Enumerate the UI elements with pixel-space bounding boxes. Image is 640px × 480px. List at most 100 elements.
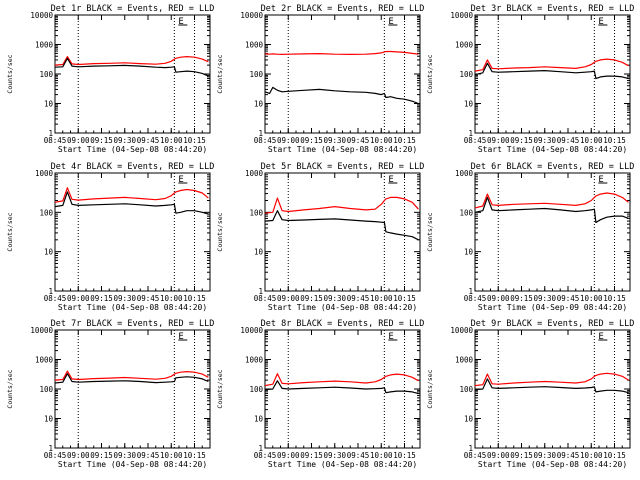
x-tick-label: 10:00 (160, 451, 183, 460)
chart-panel: Det 2r BLACK = Events, RED = LLD 1 10 100 10… (216, 4, 424, 154)
y-tick-label: 1 (468, 287, 473, 296)
x-axis-label: Start Time (04-Sep-08 08:44:20) (268, 145, 417, 154)
chart-title: Det 4r BLACK = Events, RED = LLD (51, 162, 215, 172)
y-tick-label: 1000 (35, 169, 54, 178)
x-tick-label: 10:00 (370, 294, 393, 303)
x-axis-label: Start Time (04-Sep-09 08:44:20) (478, 303, 627, 312)
y-tick-label: 10 (254, 100, 264, 109)
chart-panel: Det 4r BLACK = Events, RED = LLD 1 10 100 10… (6, 162, 214, 312)
x-axis-label: Start Time (04-Sep-08 08:44:20) (58, 145, 207, 154)
x-tick-label: 09:00 (67, 451, 90, 460)
y-tick-label: 1000 (245, 169, 264, 178)
x-tick-label: 08:45 (464, 294, 487, 303)
chart-title: Det 5r BLACK = Events, RED = LLD (261, 162, 425, 172)
y-tick-label: 1 (258, 129, 263, 138)
x-tick-label: 10:15 (183, 294, 206, 303)
chart-title: Det 6r BLACK = Events, RED = LLD (471, 162, 635, 172)
lld-series-line (264, 196, 419, 214)
y-tick-label: 100 (459, 70, 473, 79)
chart-panel: Det 7r BLACK = Events, RED = LLD 1 10 100 10… (6, 319, 214, 469)
y-tick-label: 1 (48, 287, 53, 296)
x-tick-label: 09:15 (510, 451, 533, 460)
plot-frame (54, 329, 211, 449)
y-tick-label: 10 (44, 415, 54, 424)
y-tick-label: 1000 (245, 356, 264, 365)
y-tick-label: 10 (254, 415, 264, 424)
y-tick-label: 1 (48, 129, 53, 138)
y-tick-label: 1 (468, 444, 473, 453)
x-tick-label: 09:15 (90, 294, 113, 303)
y-tick-label: 10 (464, 100, 474, 109)
x-tick-label: 10:00 (370, 451, 393, 460)
event-marker-label: E (598, 175, 603, 185)
events-series-line (54, 373, 209, 384)
event-marker-label: E (388, 332, 393, 342)
plot-frame (474, 329, 631, 449)
x-tick-label: 08:45 (254, 136, 277, 145)
x-axis-label: Start Time (04-Sep-08 08:44:20) (478, 145, 627, 154)
chart-panel: Det 9r BLACK = Events, RED = LLD 1 10 100 10… (426, 319, 634, 469)
y-tick-label: 100 (39, 208, 53, 217)
y-tick-label: 10 (44, 100, 54, 109)
x-tick-label: 09:15 (300, 294, 323, 303)
x-tick-label: 09:15 (300, 136, 323, 145)
x-tick-label: 10:15 (603, 136, 626, 145)
y-axis-label: Counts/sec (6, 54, 14, 93)
lld-series-line (474, 192, 629, 209)
x-tick-label: 09:15 (90, 136, 113, 145)
x-tick-label: 09:00 (277, 294, 300, 303)
plot-frame (474, 14, 631, 134)
event-marker-label: E (598, 332, 603, 342)
x-tick-label: 10:00 (160, 136, 183, 145)
x-tick-label: 10:15 (183, 451, 206, 460)
event-marker-label: E (598, 17, 603, 27)
lld-series-line (474, 58, 629, 72)
chart-panel: Det 8r BLACK = Events, RED = LLD 1 10 100 10… (216, 319, 424, 469)
events-series-line (474, 62, 629, 80)
y-tick-label: 1 (48, 444, 53, 453)
x-tick-label: 09:30 (323, 136, 346, 145)
lld-series-line (474, 372, 629, 387)
events-series-line (264, 86, 419, 105)
x-tick-label: 09:45 (557, 451, 580, 460)
x-tick-label: 10:15 (183, 136, 206, 145)
chart-title: Det 2r BLACK = Events, RED = LLD (261, 4, 425, 14)
y-tick-label: 1000 (35, 356, 54, 365)
x-tick-label: 09:45 (347, 451, 370, 460)
y-tick-label: 100 (39, 385, 53, 394)
x-tick-label: 09:30 (113, 294, 136, 303)
x-tick-label: 10:00 (580, 294, 603, 303)
y-axis-label: Counts/sec (6, 369, 14, 408)
y-tick-label: 1000 (35, 41, 54, 50)
y-tick-label: 1 (258, 287, 263, 296)
x-axis-label: Start Time (04-Sep-08 08:44:20) (268, 303, 417, 312)
x-tick-label: 09:30 (113, 451, 136, 460)
y-axis-label: Counts/sec (216, 54, 224, 93)
x-tick-label: 09:00 (487, 136, 510, 145)
x-tick-label: 09:15 (510, 294, 533, 303)
events-series-line (474, 378, 629, 394)
y-tick-label: 1000 (455, 169, 474, 178)
y-tick-label: 10000 (240, 326, 263, 335)
chart-panel: Det 5r BLACK = Events, RED = LLD 1 10 100 10… (216, 162, 424, 312)
y-axis-label: Counts/sec (426, 212, 434, 251)
x-tick-label: 08:45 (44, 294, 67, 303)
plot-frame (264, 172, 421, 292)
y-axis-label: Counts/sec (216, 212, 224, 251)
chart-title: Det 7r BLACK = Events, RED = LLD (51, 319, 215, 329)
x-tick-label: 09:30 (533, 136, 556, 145)
x-tick-label: 09:30 (533, 294, 556, 303)
x-tick-label: 10:15 (393, 294, 416, 303)
x-tick-label: 09:00 (67, 294, 90, 303)
y-tick-label: 10000 (450, 326, 473, 335)
x-tick-label: 09:45 (347, 136, 370, 145)
x-tick-label: 10:00 (160, 294, 183, 303)
x-axis-label: Start Time (04-Sep-08 08:44:20) (478, 460, 627, 469)
chart-title: Det 9r BLACK = Events, RED = LLD (471, 319, 635, 329)
x-tick-label: 10:15 (603, 451, 626, 460)
x-tick-label: 10:15 (393, 451, 416, 460)
chart-title: Det 3r BLACK = Events, RED = LLD (471, 4, 635, 14)
x-tick-label: 09:15 (300, 451, 323, 460)
y-tick-label: 10000 (30, 326, 53, 335)
chart-panel: Det 1r BLACK = Events, RED = LLD 1 10 100 10… (6, 4, 214, 154)
